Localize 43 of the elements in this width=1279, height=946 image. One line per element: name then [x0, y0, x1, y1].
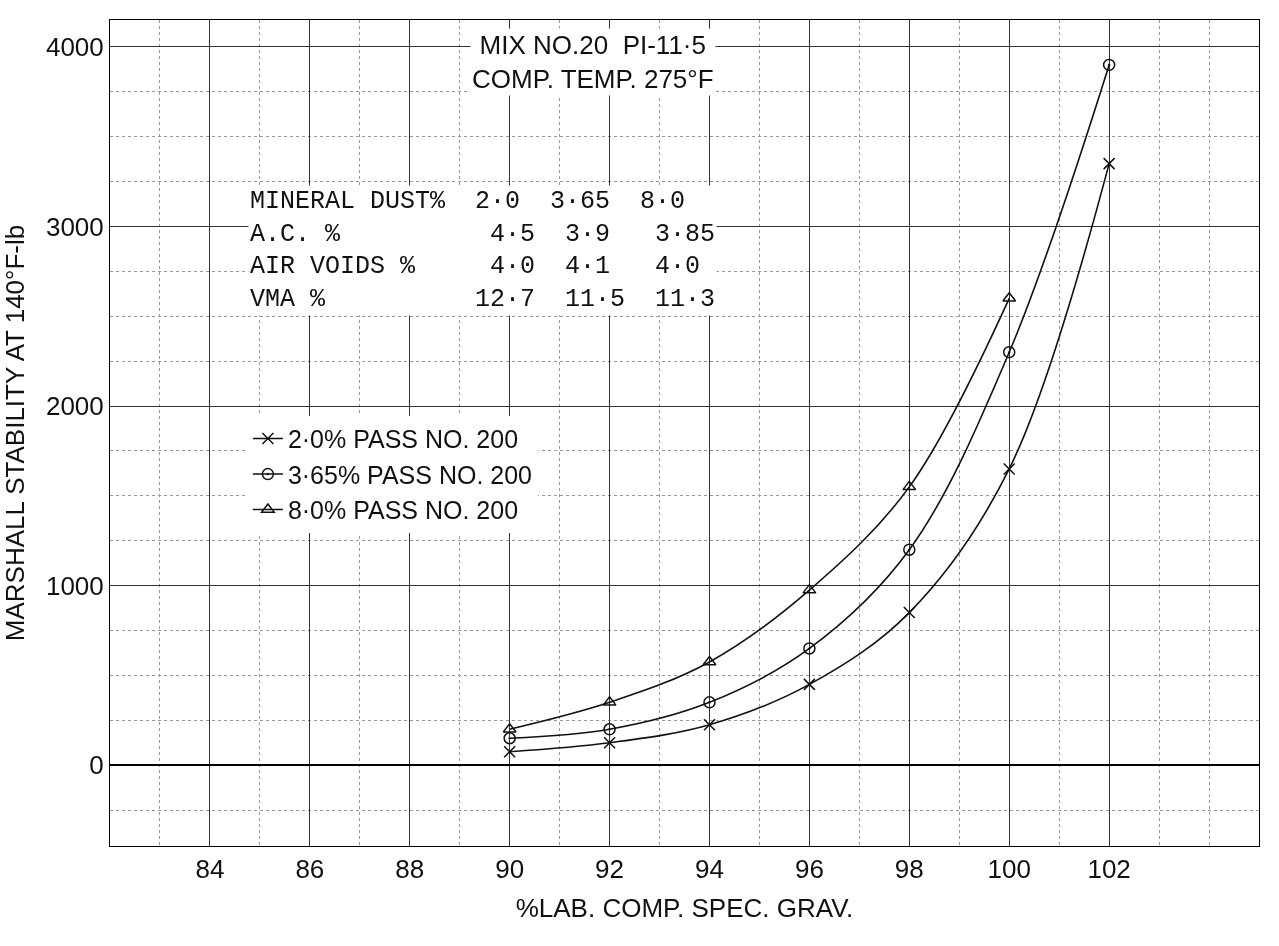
legend-label: 3·65% PASS NO. 200: [287, 460, 532, 489]
point: [802, 583, 817, 594]
annotation: MINERAL DUST% 2·0 3·65 8·0: [250, 187, 686, 216]
point: [503, 732, 516, 745]
y-tick-label: 1000: [45, 570, 104, 601]
text: COMP. TEMP. 275°F: [472, 63, 714, 94]
point: [903, 543, 916, 556]
x-tick-label: 94: [695, 854, 724, 885]
point: [1102, 157, 1116, 170]
point: [603, 723, 616, 736]
point: [703, 696, 716, 709]
x-tick-label: 96: [794, 854, 824, 885]
x-tick-label: 86: [295, 854, 325, 885]
x-tick-label: 100: [987, 854, 1031, 885]
point: [503, 745, 516, 758]
x-axis-title: %LAB. COMP. SPEC. GRAV.: [515, 892, 854, 923]
x-tick-label: 88: [395, 854, 425, 885]
annotation: A.C. % 4·5 3·9 3·85: [250, 219, 716, 249]
y-tick-label: 2000: [45, 391, 104, 422]
x-tick-label: 92: [595, 854, 625, 885]
chart-title: MIX NO.20 PI-11·5: [479, 30, 706, 60]
y-tick-label: 0: [89, 750, 104, 781]
x-tick-label: 84: [195, 854, 225, 885]
point: [1002, 462, 1016, 476]
point: [803, 678, 816, 691]
annotation: VMA % 12·7 11·5 11·3: [250, 284, 716, 314]
point: [1002, 345, 1016, 359]
point: [903, 606, 916, 619]
annotation: AIR VOIDS % 4·0 4·1 4·0: [250, 252, 701, 281]
point: [603, 736, 616, 749]
y-axis-title: MARSHALL STABILITY AT 140°F-lb: [0, 224, 30, 642]
x-tick-label: 90: [495, 854, 525, 885]
point: [803, 642, 816, 655]
point: [702, 655, 717, 666]
legend-label: 8·0% PASS NO. 200: [287, 496, 519, 525]
point: [703, 718, 716, 732]
x-tick-label: 102: [1087, 854, 1131, 885]
x-tick-label: 98: [894, 854, 924, 885]
point: [1102, 58, 1116, 72]
y-tick-label: 4000: [45, 32, 104, 63]
y-tick-label: 3000: [45, 211, 104, 242]
legend-label: 2·0% PASS NO. 200: [287, 425, 519, 454]
point: [902, 480, 917, 491]
